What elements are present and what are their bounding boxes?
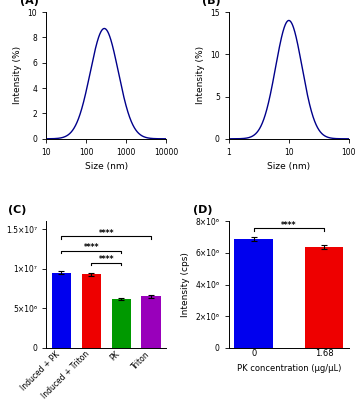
X-axis label: Size (nm): Size (nm)	[267, 162, 310, 171]
Text: ****: ****	[281, 220, 297, 230]
Text: ****: ****	[99, 255, 114, 264]
Text: ****: ****	[99, 228, 114, 238]
Y-axis label: Intensity (cps): Intensity (cps)	[181, 252, 190, 317]
Text: ****: ****	[84, 243, 99, 252]
Bar	[52, 273, 71, 348]
Y-axis label: Intensity (cps): Intensity (cps)	[0, 252, 1, 317]
Bar	[111, 299, 131, 348]
Text: (C): (C)	[8, 205, 26, 215]
X-axis label: Size (nm): Size (nm)	[85, 162, 128, 171]
Text: (A): (A)	[20, 0, 39, 6]
X-axis label: PK concentration (μg/μL): PK concentration (μg/μL)	[237, 364, 341, 373]
Y-axis label: Intensity (%): Intensity (%)	[195, 46, 205, 104]
Y-axis label: Intensity (%): Intensity (%)	[13, 46, 22, 104]
Bar	[141, 296, 161, 348]
Text: (B): (B)	[202, 0, 221, 6]
Bar	[82, 274, 101, 348]
Bar	[234, 239, 273, 348]
Bar	[305, 247, 344, 348]
Text: (D): (D)	[193, 205, 212, 215]
